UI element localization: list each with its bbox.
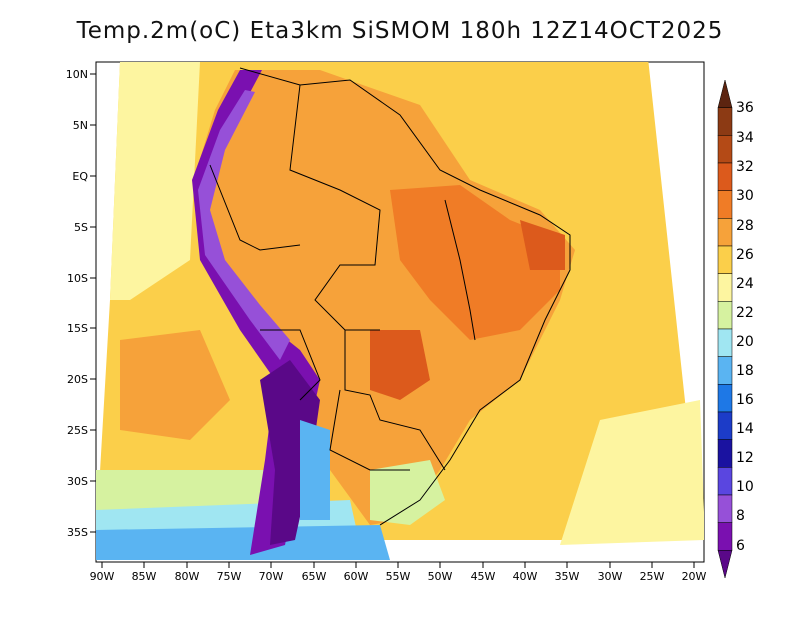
colorbar-segment [717,245,733,274]
lon-label: 85W [132,570,157,583]
colorbar-label: 10 [736,479,754,495]
lon-label: 55W [386,570,411,583]
colorbar-segment [717,411,733,440]
colorbar-label: 22 [736,305,754,321]
colorbar-label: 18 [736,363,754,379]
lat-label: 20S [67,373,88,386]
lat-label: EQ [72,170,88,183]
colorbar-segment [717,439,733,468]
colorbar-label: 20 [736,334,754,350]
country-boundaries [209,67,571,526]
lat-label: 35S [67,526,88,539]
lon-label: 45W [471,570,496,583]
lat-label: 10S [67,272,88,285]
colorbar-label: 12 [736,450,754,466]
lon-label: 80W [175,570,200,583]
colorbar-label: 14 [736,421,754,437]
colorbar-segment [717,79,733,108]
lat-label: 5N [73,119,88,132]
continent-warm [195,70,575,525]
colorbar-label: 32 [736,159,754,175]
colorbar [717,79,733,579]
lon-label: 75W [217,570,242,583]
colorbar-labels: 36 34 32 30 28 26 24 22 20 18 16 14 12 1… [736,100,754,554]
colorbar-segment [717,494,733,523]
lon-label: 40W [513,570,538,583]
lat-label: 10N [66,68,88,81]
colorbar-segment [717,384,733,413]
lon-label: 25W [640,570,665,583]
lon-label: 60W [344,570,369,583]
colorbar-segment [717,550,733,579]
colorbar-segment [717,467,733,496]
colorbar-segment [717,107,733,136]
lat-label: 25S [67,424,88,437]
colorbar-label: 36 [736,100,754,116]
colorbar-label: 34 [736,130,754,146]
colorbar-label: 6 [736,538,745,554]
colorbar-label: 16 [736,392,754,408]
colorbar-label: 30 [736,188,754,204]
lon-label: 70W [259,570,284,583]
colorbar-label: 24 [736,276,754,292]
colorbar-label: 26 [736,247,754,263]
latitude-axis: 10N 5N EQ 5S 10S 15S 20S 25S 30S 35S [66,68,96,539]
lon-label: 20W [682,570,707,583]
lon-label: 65W [302,570,327,583]
colorbar-segment [717,328,733,357]
colorbar-segment [717,190,733,219]
colorbar-segment [717,301,733,330]
colorbar-segment [717,273,733,302]
lat-label: 15S [67,322,88,335]
colorbar-segment [717,162,733,191]
longitude-axis: 90W 85W 80W 75W 70W 65W 60W 55W 50W 45W … [90,562,707,583]
colorbar-label: 8 [736,508,745,524]
lon-label: 90W [90,570,115,583]
colorbar-segment [717,356,733,385]
colorbar-segment [717,218,733,247]
colorbar-label: 28 [736,218,754,234]
lon-label: 50W [428,570,453,583]
colorbar-segment [717,522,733,551]
map-title: Temp.2m(oC) Eta3km SiSMOM 180h 12Z14OCT2… [76,18,724,44]
temperature-field [96,62,704,560]
colorbar-segment [717,135,733,164]
lon-label: 35W [555,570,580,583]
lat-label: 5S [74,221,88,234]
lon-label: 30W [598,570,623,583]
lat-label: 30S [67,475,88,488]
